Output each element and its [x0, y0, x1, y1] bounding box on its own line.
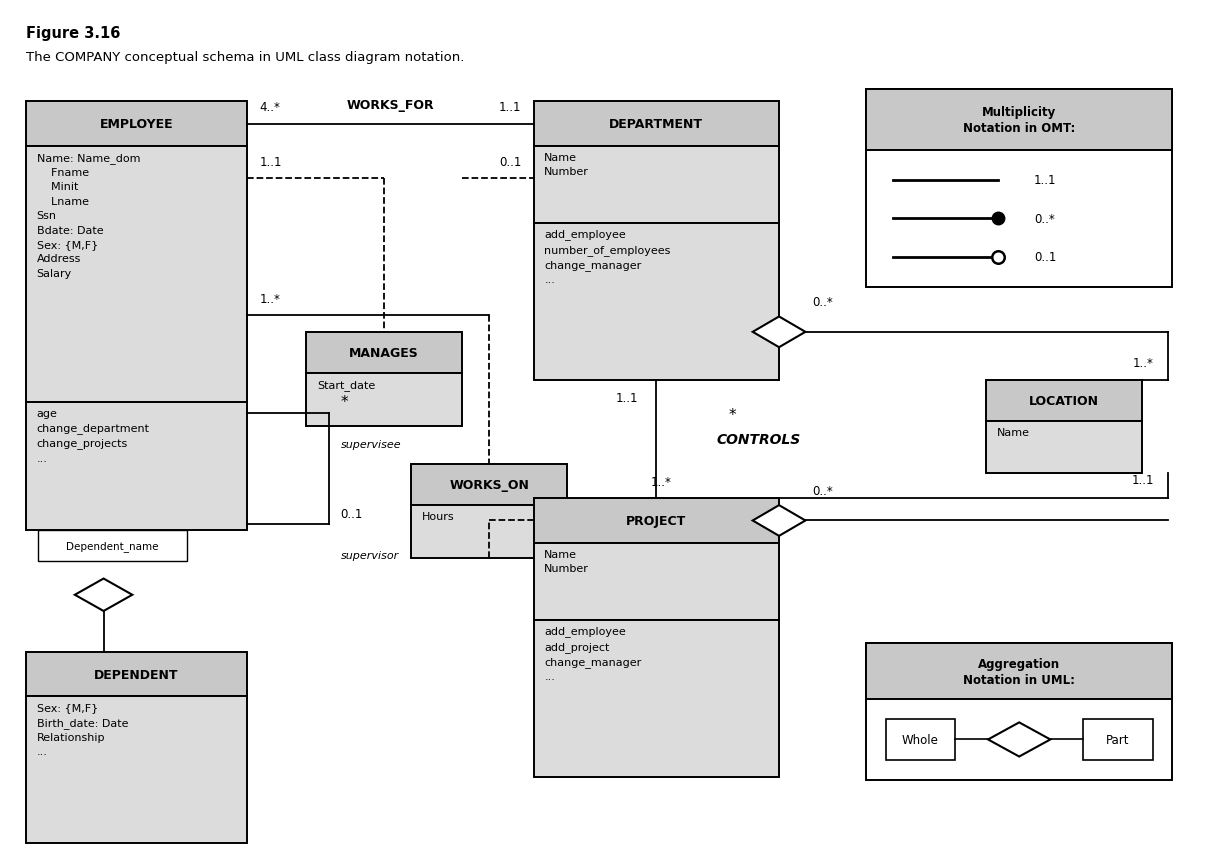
Text: Name
Number: Name Number	[544, 549, 590, 573]
Bar	[533, 102, 779, 146]
Text: add_employee
add_project
change_manager
...: add_employee add_project change_manager …	[544, 626, 642, 682]
Bar	[411, 465, 567, 505]
Text: 1..1: 1..1	[1035, 174, 1056, 187]
Bar	[987, 381, 1142, 422]
Text: 0..1: 0..1	[341, 507, 363, 520]
Text: 1..*: 1..*	[650, 475, 672, 488]
Text: Start_date: Start_date	[317, 380, 375, 390]
Text: LOCATION: LOCATION	[1029, 395, 1099, 408]
Bar	[533, 543, 779, 620]
Text: 1..*: 1..*	[259, 292, 280, 305]
Text: Name
Number: Name Number	[544, 152, 590, 177]
Text: Figure 3.16: Figure 3.16	[25, 26, 121, 40]
Bar	[306, 374, 462, 426]
Bar	[866, 644, 1172, 780]
Text: Sex: {M,F}
Birth_date: Date
Relationship
...: Sex: {M,F} Birth_date: Date Relationship…	[36, 703, 128, 757]
Bar	[25, 146, 247, 402]
Text: 1..1: 1..1	[1131, 474, 1154, 486]
Bar	[533, 146, 779, 223]
Bar	[987, 422, 1142, 474]
Bar	[866, 90, 1172, 151]
Polygon shape	[75, 579, 133, 611]
Bar	[885, 719, 955, 760]
Text: 4..*: 4..*	[259, 102, 280, 115]
Text: Name: Name	[997, 428, 1030, 438]
Text: 1..*: 1..*	[1134, 356, 1154, 369]
Text: *: *	[728, 408, 736, 423]
Text: CONTROLS: CONTROLS	[716, 433, 801, 447]
Text: 0..*: 0..*	[813, 484, 833, 497]
Text: 1..1: 1..1	[259, 156, 282, 169]
Text: 0..1: 0..1	[1035, 251, 1056, 264]
Bar	[25, 102, 247, 146]
Text: PROJECT: PROJECT	[626, 514, 686, 528]
Text: Whole: Whole	[902, 733, 938, 746]
Text: age
change_department
change_projects
...: age change_department change_projects ..…	[36, 408, 150, 463]
Text: *: *	[341, 394, 349, 409]
Text: WORKS_FOR: WORKS_FOR	[346, 99, 434, 112]
Bar	[533, 620, 779, 777]
Text: Dependent_name: Dependent_name	[66, 540, 159, 551]
Text: Hours: Hours	[422, 511, 455, 522]
Text: add_employee
number_of_employees
change_manager
...: add_employee number_of_employees change_…	[544, 229, 671, 285]
Polygon shape	[753, 317, 806, 348]
Polygon shape	[988, 722, 1050, 757]
Text: DEPARTMENT: DEPARTMENT	[609, 118, 703, 131]
Text: 1..1: 1..1	[616, 391, 638, 405]
Text: 0..1: 0..1	[499, 156, 521, 169]
Text: WORKS_ON: WORKS_ON	[450, 479, 529, 492]
Bar	[37, 530, 187, 561]
Text: EMPLOYEE: EMPLOYEE	[100, 118, 174, 131]
Bar	[866, 644, 1172, 699]
Text: supervisee: supervisee	[341, 439, 402, 449]
Bar	[866, 90, 1172, 288]
Bar	[411, 505, 567, 559]
Text: Name: Name_dom
    Fname
    Minit
    Lname
Ssn
Bdate: Date
Sex: {M,F}
Address
: Name: Name_dom Fname Minit Lname Ssn Bda…	[36, 152, 140, 278]
Text: 1..1: 1..1	[499, 102, 521, 115]
Bar	[306, 332, 462, 374]
Text: Part: Part	[1106, 733, 1130, 746]
Bar	[25, 652, 247, 697]
Bar	[25, 402, 247, 530]
Bar	[25, 697, 247, 843]
Text: supervisor: supervisor	[341, 550, 399, 560]
Text: 0..*: 0..*	[1035, 213, 1055, 226]
Text: Aggregation
Notation in UML:: Aggregation Notation in UML:	[964, 657, 1076, 686]
Polygon shape	[753, 505, 806, 536]
Text: Multiplicity
Notation in OMT:: Multiplicity Notation in OMT:	[964, 106, 1076, 134]
Text: DEPENDENT: DEPENDENT	[94, 668, 178, 681]
Bar	[533, 499, 779, 543]
Bar	[1083, 719, 1153, 760]
Text: MANAGES: MANAGES	[349, 346, 418, 359]
Text: 0..*: 0..*	[813, 295, 833, 308]
Bar	[533, 223, 779, 381]
Text: The COMPANY conceptual schema in UML class diagram notation.: The COMPANY conceptual schema in UML cla…	[25, 51, 464, 64]
